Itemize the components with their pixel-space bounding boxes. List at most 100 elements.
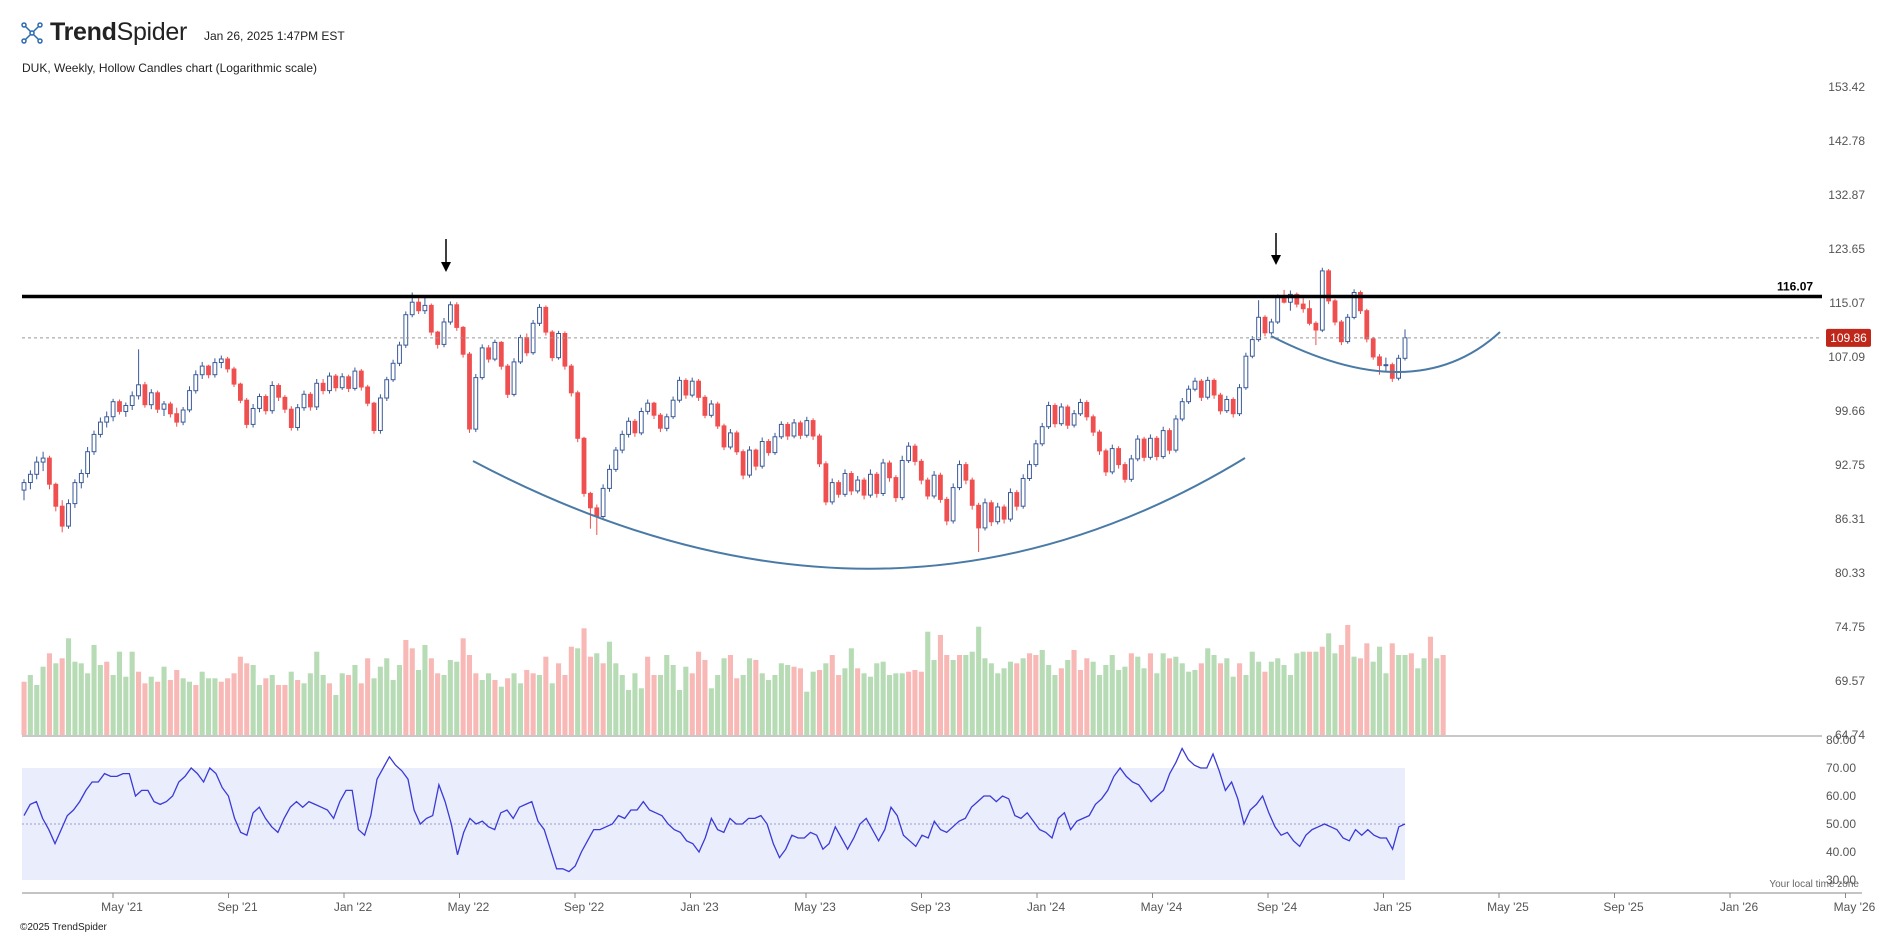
volume-bar [632,673,638,735]
candle-body [1402,337,1408,359]
volume-bar [72,661,78,735]
volume-bar [1090,661,1096,735]
volume-bar [34,685,40,735]
candle-body [810,420,816,437]
volume-bar [944,655,950,735]
candle-body [409,301,415,316]
candle-body [607,468,612,489]
candle-body [1364,310,1370,340]
volume-bar [1300,651,1306,735]
candle-body [893,477,899,499]
volume-bar [950,660,956,735]
candle-body [282,396,288,410]
candle-body [518,337,523,363]
candle-body [689,380,695,396]
candle-body [575,392,581,439]
volume-bar [823,663,829,735]
volume-bar [377,666,383,735]
rsi-line [23,746,1406,873]
time-axis-tick: Jan '24 [1027,900,1066,914]
candle-body [1300,303,1306,310]
candle-body [1383,364,1389,367]
volume-bar [282,685,288,735]
volume-bar [454,661,460,735]
candle-body [963,464,969,481]
volume-bar [657,675,663,735]
volume-bar [256,685,262,735]
candle-body [428,304,434,333]
volume-bar [721,658,727,735]
volume-bar [231,673,237,735]
volume-bar [810,671,816,735]
candle-body [562,333,568,367]
candle-body [1071,413,1077,426]
candle-body [460,326,466,355]
candle-body [1275,296,1281,323]
volume-bar [817,670,823,735]
rsi-axis-tick: 60.00 [1826,789,1856,803]
candle-body [817,435,822,465]
candle-body [880,462,886,494]
time-axis-tick: May '22 [448,900,490,914]
volume-bar [1326,633,1332,735]
price-axis-tick: 69.57 [1835,674,1865,688]
volume-bar [626,690,632,735]
candle-body [1058,406,1064,425]
candle-body [995,506,1001,523]
volume-bar [167,680,173,735]
price-axis-tick: 153.42 [1828,80,1865,94]
candle-body [1078,402,1083,415]
candle-body [836,482,842,495]
volume-bar [848,648,854,735]
volume-bar [1217,663,1223,735]
candle-body [498,341,504,367]
volume-bar [1224,658,1230,735]
volume-bar [829,655,835,735]
down-arrow-2-head [1271,255,1281,265]
candle-body [658,414,663,429]
volume-bar [1135,656,1141,735]
candle-body [416,301,422,312]
candle-body [479,347,485,379]
candle-body [791,422,797,437]
volume-bar [1287,675,1293,735]
volume-bar [778,663,784,735]
candle-body [1218,394,1223,412]
volume-bar [237,656,243,735]
volume-bar [747,658,753,735]
time-axis-tick: Jan '23 [680,900,719,914]
volume-bar [918,671,924,735]
volume-bar [129,651,135,735]
candle-body [1192,380,1198,390]
candle-body [1326,270,1331,302]
volume-bar [1370,661,1376,735]
candle-body [594,507,600,517]
price-candles [21,267,1408,552]
volume-bar [734,678,740,735]
volume-bar [396,665,402,735]
volume-bar [1077,670,1083,735]
candle-body [581,437,587,494]
candle-body [842,473,848,495]
volume-bar [874,663,880,735]
candle-body [702,396,708,416]
candle-body [829,482,835,503]
volume-bar [1071,650,1077,735]
volume-bar [1345,625,1351,735]
candle-body [397,344,402,364]
volume-bar [1154,673,1160,735]
candle-body [600,487,606,517]
volume-bar [174,670,180,735]
candle-body [1084,402,1090,418]
volume-bar [148,676,154,735]
candle-body [868,473,873,496]
volume-bar [505,678,511,735]
candle-body [123,405,129,412]
candle-body [918,460,924,481]
candle-body [1249,339,1255,357]
candle-body [301,393,307,409]
candle-body [543,306,549,333]
candle-body [1014,492,1020,507]
candle-body [492,341,498,360]
